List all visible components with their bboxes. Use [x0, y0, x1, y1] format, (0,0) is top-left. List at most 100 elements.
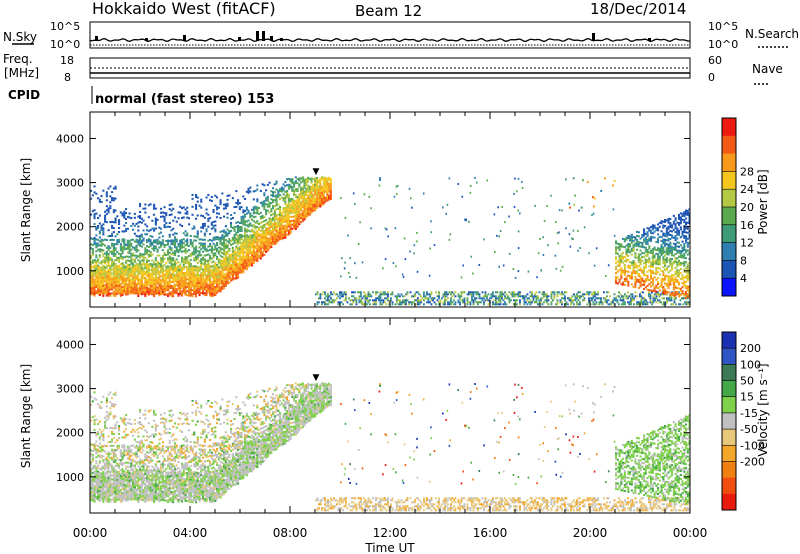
power-cell: [300, 207, 303, 210]
power-cell: [650, 269, 653, 272]
power-cell: [678, 245, 681, 248]
power-cell: [472, 295, 475, 298]
power-cell: [249, 250, 252, 253]
power-cell: [666, 297, 668, 300]
power-cell: [319, 295, 322, 298]
power-cell: [619, 297, 622, 300]
power-cell: [219, 276, 222, 279]
power-cell: [287, 229, 290, 232]
power-cell: [188, 284, 191, 287]
power-cell: [649, 295, 652, 298]
power-cell: [632, 263, 635, 266]
power-cell: [618, 261, 621, 263]
power-cell: [100, 284, 103, 287]
power-cell: [310, 179, 313, 182]
power-cell: [369, 303, 371, 306]
power-cell: [556, 301, 559, 304]
power-cell: [683, 256, 686, 259]
power-cell: [567, 303, 569, 306]
power-cell: [205, 250, 208, 253]
power-cell: [676, 233, 679, 236]
power-cell: [205, 268, 208, 270]
power-cell: [681, 232, 684, 235]
power-cell: [161, 286, 164, 289]
power-cell: [577, 295, 580, 298]
power-cell: [511, 293, 514, 296]
power-cell: [144, 223, 147, 226]
power-cell: [189, 294, 192, 297]
power-cell: [655, 260, 658, 263]
power-cell: [325, 299, 328, 302]
power-cell: [429, 295, 431, 298]
power-cell: [658, 235, 661, 238]
power-cell: [242, 267, 245, 269]
power-cell: [165, 289, 168, 292]
power-cell: [111, 268, 114, 271]
power-cell: [137, 267, 140, 270]
power-cell: [650, 235, 653, 238]
power-cell: [657, 259, 660, 262]
power-cell: [287, 213, 290, 216]
power-cell: [328, 178, 331, 181]
power-cell: [167, 257, 170, 260]
power-cell: [140, 233, 143, 236]
power-cell: [535, 291, 538, 294]
power-cell: [268, 225, 271, 228]
power-cell: [167, 253, 170, 256]
power-cell: [469, 291, 472, 294]
power-cell: [224, 203, 227, 206]
power-cell: [501, 295, 503, 298]
power-cell: [175, 290, 178, 293]
power-cell: [291, 215, 294, 218]
power-cell: [345, 293, 347, 296]
power-cell: [466, 301, 469, 304]
power-cell: [314, 185, 317, 188]
power-cell: [632, 236, 635, 239]
power-cell: [258, 226, 261, 229]
power-cell: [245, 268, 248, 271]
power-cell: [303, 208, 306, 211]
power-cell: [224, 280, 227, 283]
power-cell: [667, 275, 670, 278]
power-cell: [149, 253, 152, 255]
power-cell: [223, 259, 226, 262]
power-cell: [263, 192, 266, 195]
power-cell: [593, 197, 596, 200]
power-cell: [132, 262, 135, 265]
power-cell: [259, 211, 262, 214]
power-cell: [135, 222, 138, 225]
power-cell: [254, 257, 257, 260]
power-cell: [600, 297, 602, 300]
power-cell: [305, 211, 308, 214]
power-cell: [158, 292, 161, 295]
power-cell: [102, 275, 105, 278]
power-cell: [625, 248, 628, 251]
power-cell: [139, 238, 142, 241]
power-cell: [195, 249, 198, 252]
power-cell: [391, 301, 394, 304]
power-cell: [231, 242, 234, 245]
power-cell: [167, 295, 170, 298]
power-cell: [256, 254, 259, 256]
power-cell: [319, 177, 322, 180]
power-cell: [98, 232, 101, 235]
power-cell: [263, 243, 266, 246]
power-cell: [310, 197, 313, 200]
power-cell: [163, 257, 166, 260]
power-cell: [216, 281, 219, 284]
power-cell: [686, 295, 689, 298]
power-cell: [111, 288, 114, 291]
power-cell: [664, 290, 667, 293]
power-cell: [254, 253, 257, 256]
power-cell: [634, 236, 637, 239]
power-cell: [203, 270, 206, 273]
power-cell: [665, 275, 668, 277]
power-cell: [251, 258, 254, 261]
power-cell: [121, 250, 124, 253]
power-cell: [224, 205, 227, 208]
power-cell: [688, 271, 690, 274]
power-cell: [577, 291, 580, 294]
power-cell: [270, 245, 273, 248]
power-cell: [144, 281, 147, 283]
power-cell: [486, 297, 488, 300]
